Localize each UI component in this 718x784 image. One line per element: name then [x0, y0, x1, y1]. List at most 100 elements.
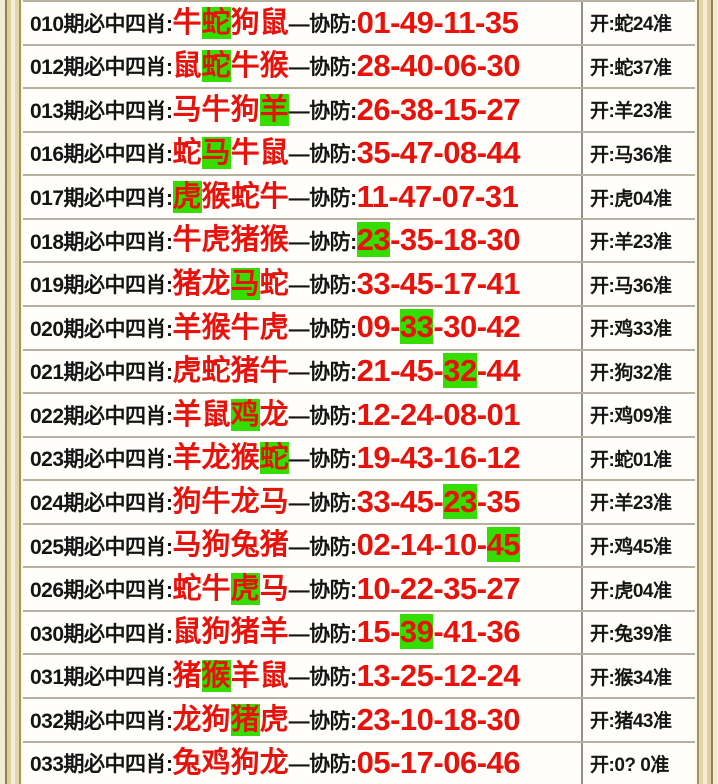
result-cell: 开:蛇01准 [581, 437, 695, 480]
number-separator: - [476, 396, 487, 432]
period-label: 033期必中四肖: [30, 753, 173, 777]
number-separator: - [476, 309, 487, 345]
defense-number: 21 [356, 353, 391, 388]
number-separator: - [476, 701, 487, 737]
result-cell: 开:马36准 [581, 132, 695, 175]
table-row: 024期必中四肖: 狗牛龙马 —协防: 33-45-23-35 开:羊23准 [23, 481, 695, 525]
number-separator: - [433, 135, 444, 171]
zodiac-char: 猪 [172, 267, 202, 300]
table-row: 031期必中四肖: 猪猴羊鼠 —协防: 13-25-12-24 开:猴34准 [23, 655, 695, 699]
result-cell: 开:羊23准 [581, 481, 695, 523]
defense-number: 47 [398, 178, 432, 214]
zodiac-char: 鼠 [259, 6, 289, 39]
defense-label: —协防: [288, 579, 358, 603]
number-separator: - [390, 4, 400, 40]
number-separator: - [433, 48, 444, 84]
number-separator: - [390, 745, 400, 781]
defense-number: 47 [399, 135, 434, 171]
defense-numbers: 33-45-17-41 [357, 265, 521, 301]
defense-number: 18 [443, 222, 477, 258]
result-cell: 开:猪43准 [581, 699, 695, 741]
defense-number: 13 [356, 657, 391, 693]
defense-numbers: 19-43-16-12 [357, 440, 521, 476]
defense-number: 02 [356, 527, 391, 563]
zodiac-animals: 龙狗猪虎 [173, 703, 289, 736]
draw-result: 开:猴34准 [590, 667, 672, 689]
defense-number: 01 [486, 396, 521, 432]
zodiac-char: 羊 [259, 616, 289, 649]
zodiac-animals: 马狗兔猪 [173, 530, 289, 560]
number-separator: - [433, 353, 444, 388]
defense-number: 23 [356, 222, 391, 258]
defense-number: 10 [399, 701, 434, 737]
defense-numbers: 01-49-11-35 [357, 4, 519, 40]
zodiac-char: 蛇 [172, 572, 202, 605]
defense-label: —协防: [288, 187, 358, 211]
zodiac-animals: 鼠狗猪羊 [173, 617, 289, 647]
zodiac-animals: 马牛狗羊 [173, 93, 289, 126]
defense-number: 17 [399, 745, 434, 781]
zodiac-animals: 牛虎猪猴 [173, 225, 289, 255]
zodiac-char: 龙 [259, 398, 289, 431]
result-cell: 开:羊23准 [581, 219, 695, 262]
zodiac-char: 兔 [172, 747, 202, 780]
zodiac-char: 鼠 [259, 660, 289, 692]
defense-number: 23 [356, 701, 391, 737]
zodiac-animals: 羊龙猴蛇 [173, 442, 289, 475]
table-row: 021期必中四肖: 虎蛇猪牛 —协防: 21-45-32-44 开:狗32准 [23, 350, 695, 395]
table-row: 018期必中四肖: 牛虎猪猴 —协防: 23-35-18-30 开:羊23准 [23, 219, 695, 264]
table-row: 026期必中四肖: 蛇牛虎马 —协防: 10-22-35-27 开:虎04准 [23, 568, 695, 612]
defense-label: —协防: [288, 448, 358, 472]
zodiac-char: 虎 [259, 311, 289, 344]
zodiac-char: 猴 [230, 442, 260, 475]
draw-result: 开:羊23准 [590, 232, 672, 254]
number-separator: - [476, 483, 487, 519]
defense-number: 44 [486, 135, 521, 171]
zodiac-char: 马 [259, 485, 289, 518]
defense-number: 12 [486, 440, 521, 476]
zodiac-char: 马 [259, 572, 289, 605]
zodiac-char: 鸡 [230, 398, 260, 431]
number-separator: - [433, 483, 444, 519]
number-separator: - [390, 265, 400, 301]
number-separator: - [433, 309, 444, 345]
number-separator: - [475, 4, 485, 40]
result-cell: 开:马36准 [581, 263, 695, 305]
zodiac-char: 猪 [230, 224, 260, 257]
zodiac-char: 牛 [230, 50, 260, 83]
zodiac-char: 牛 [172, 224, 202, 257]
defense-number: 42 [486, 309, 521, 345]
zodiac-char: 虎 [259, 703, 289, 736]
zodiac-char: 鼠 [259, 137, 289, 170]
number-separator: - [433, 527, 444, 563]
zodiac-char: 羊 [259, 93, 289, 126]
zodiac-char: 牛 [201, 572, 231, 605]
zodiac-char: 虎 [172, 180, 202, 213]
result-cell: 开:0? 0准 [581, 742, 695, 784]
defense-number: 44 [486, 353, 521, 388]
defense-numbers: 26-38-15-27 [357, 93, 521, 127]
period-label: 021期必中四肖: [30, 361, 173, 385]
zodiac-char: 蛇 [201, 6, 231, 39]
period-label: 020期必中四肖: [30, 317, 173, 341]
result-cell: 开:蛇24准 [581, 2, 695, 44]
draw-result: 开:马36准 [590, 275, 672, 297]
defense-number: 43 [399, 440, 434, 476]
defense-number: 11 [356, 178, 389, 214]
defense-numbers: 10-22-35-27 [357, 572, 521, 606]
defense-numbers: 12-24-08-01 [357, 396, 521, 432]
zodiac-char: 蛇 [201, 50, 231, 83]
defense-number: 33 [399, 309, 434, 345]
zodiac-char: 蛇 [201, 355, 231, 388]
zodiac-animals: 虎猴蛇牛 [172, 180, 289, 213]
result-cell: 开:猴34准 [581, 655, 695, 697]
zodiac-char: 虎 [201, 224, 231, 257]
number-separator: - [390, 440, 400, 476]
draw-result: 开:猪43准 [590, 711, 672, 733]
zodiac-char: 狗 [201, 703, 231, 736]
zodiac-animals: 狗牛龙马 [173, 487, 289, 517]
zodiac-char: 牛 [230, 137, 260, 170]
defense-number: 49 [399, 4, 434, 40]
number-separator: - [433, 657, 444, 693]
defense-number: 45 [399, 265, 434, 301]
